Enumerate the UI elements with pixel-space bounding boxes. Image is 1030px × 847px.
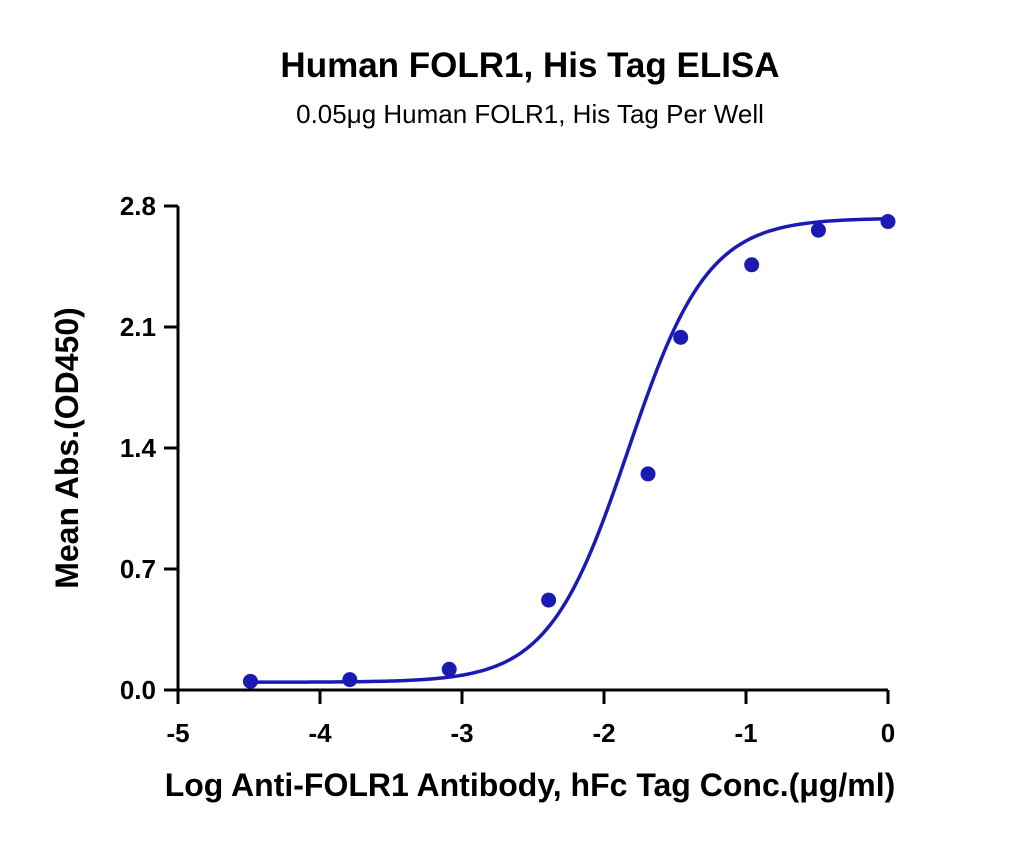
data-point [673,329,689,345]
data-point [640,466,656,482]
data-points [242,214,896,689]
y-tick-label: 0.7 [120,554,156,584]
data-point [744,257,760,273]
data-point [880,214,896,230]
fit-curve [250,217,889,684]
ticks: -5 -4 -3 -2 -1 0 0.0 0.7 1.4 2.1 2.8 [120,191,895,748]
x-tick-label: -4 [308,718,332,748]
x-tick-label: 0 [881,718,895,748]
x-tick-label: -3 [450,718,473,748]
y-tick-label: 2.8 [120,191,156,221]
y-tick-label: 2.1 [120,312,156,342]
chart-subtitle: 0.05μg Human FOLR1, His Tag Per Well [296,99,764,129]
x-tick-label: -2 [592,718,615,748]
data-point [541,592,557,608]
x-tick-label: -5 [166,718,189,748]
data-point [441,661,457,677]
chart-title: Human FOLR1, His Tag ELISA [280,46,779,85]
y-tick-label: 0.0 [120,675,156,705]
y-axis-label: Mean Abs.(OD450) [49,307,85,589]
axes [176,206,888,692]
x-axis-label: Log Anti-FOLR1 Antibody, hFc Tag Conc.(μ… [165,767,896,803]
x-tick-label: -1 [734,718,757,748]
y-tick-label: 1.4 [120,433,157,463]
data-point [810,222,826,238]
fit-curve-group [250,217,889,684]
data-point [342,672,358,688]
data-point [242,673,258,689]
